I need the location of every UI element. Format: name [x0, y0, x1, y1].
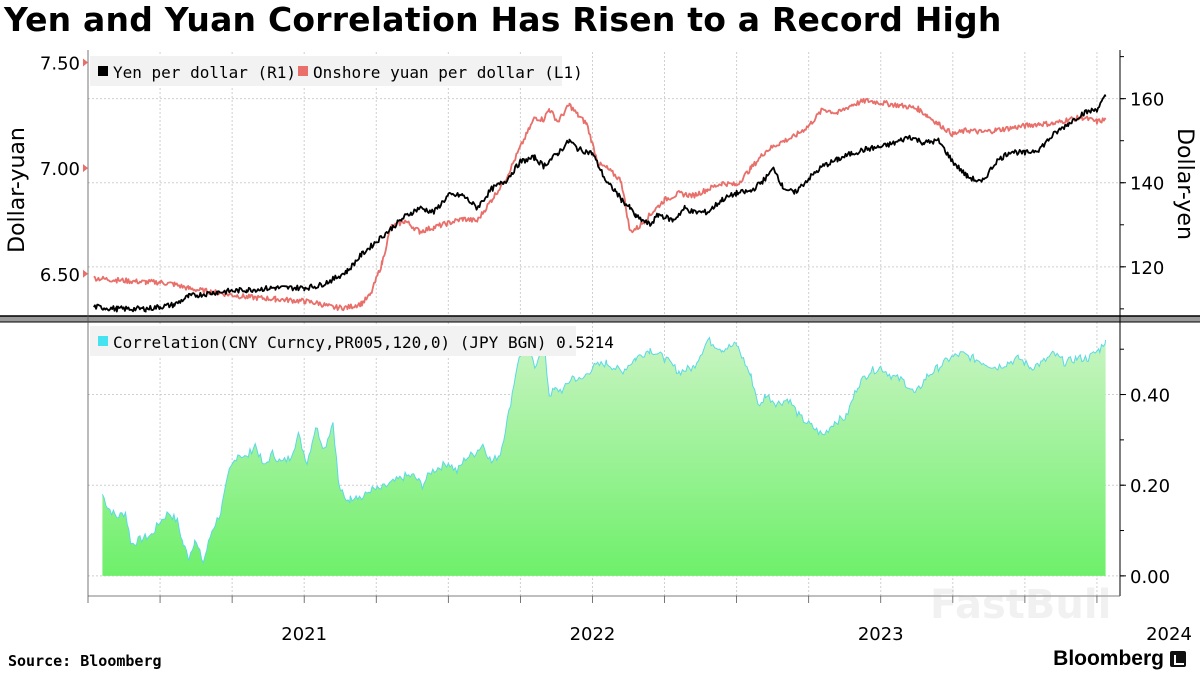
left-y-tick-label: 6.50: [40, 265, 80, 286]
bottom-y-tick-label: 0.00: [1130, 567, 1170, 588]
right-y-tick-label: 120: [1130, 258, 1164, 279]
correlation-area: [102, 337, 1106, 576]
legend-layer: Yen per dollar (R1) Onshore yuan per doll…: [90, 56, 614, 356]
axes-layer: 2021 2022 2023 2024 120 140 160 6.50 7.00 7.50 Dol…: [0, 50, 1200, 645]
left-axis-title: Dollar-yuan: [5, 127, 30, 253]
left-y-tick-label: 7.50: [40, 54, 80, 75]
x-tick-label: 2024: [1146, 624, 1192, 645]
left-y-tick-marker: [83, 269, 88, 278]
correlation-line: [101, 336, 1107, 565]
legend-swatch-yen: [98, 66, 108, 76]
legend-swatch-yuan: [298, 66, 308, 76]
panel-divider: [0, 316, 1200, 322]
chart-title: Yen and Yuan Correlation Has Risen to a …: [4, 0, 1002, 39]
legend-label-correlation: Correlation(CNY Curncy,PR005,120,0) (JPY…: [113, 333, 614, 352]
legend-label-yuan: Onshore yuan per dollar (L1): [313, 63, 583, 82]
x-tick-label: 2022: [570, 624, 616, 645]
bottom-y-tick-label: 0.20: [1130, 476, 1170, 497]
left-y-tick-marker: [83, 164, 88, 173]
marks-layer: [93, 94, 1107, 576]
source-note: Source: Bloomberg: [8, 652, 162, 670]
brand-logo: Bloomberg: [1053, 647, 1186, 671]
terminal-icon: [1170, 651, 1186, 667]
right-axis-title: Dollar-yen: [1172, 128, 1197, 240]
legend-label-yen: Yen per dollar (R1): [113, 63, 296, 82]
x-tick-label: 2023: [858, 624, 904, 645]
left-y-tick-marker: [83, 58, 88, 67]
watermark: FastBull: [930, 582, 1112, 628]
legend-swatch-correlation: [98, 336, 108, 346]
right-y-tick-label: 140: [1130, 174, 1164, 195]
legend-top-background: [90, 56, 562, 86]
series-line-yen: [93, 94, 1107, 313]
bottom-y-tick-label: 0.40: [1130, 386, 1170, 407]
brand-name: Bloomberg: [1053, 647, 1164, 670]
x-tick-label: 2021: [281, 624, 327, 645]
right-y-tick-label: 160: [1130, 90, 1164, 111]
series-line-onshore-yuan: [93, 97, 1107, 312]
left-y-tick-label: 7.00: [40, 159, 80, 180]
legend-bottom-background: [90, 326, 576, 356]
